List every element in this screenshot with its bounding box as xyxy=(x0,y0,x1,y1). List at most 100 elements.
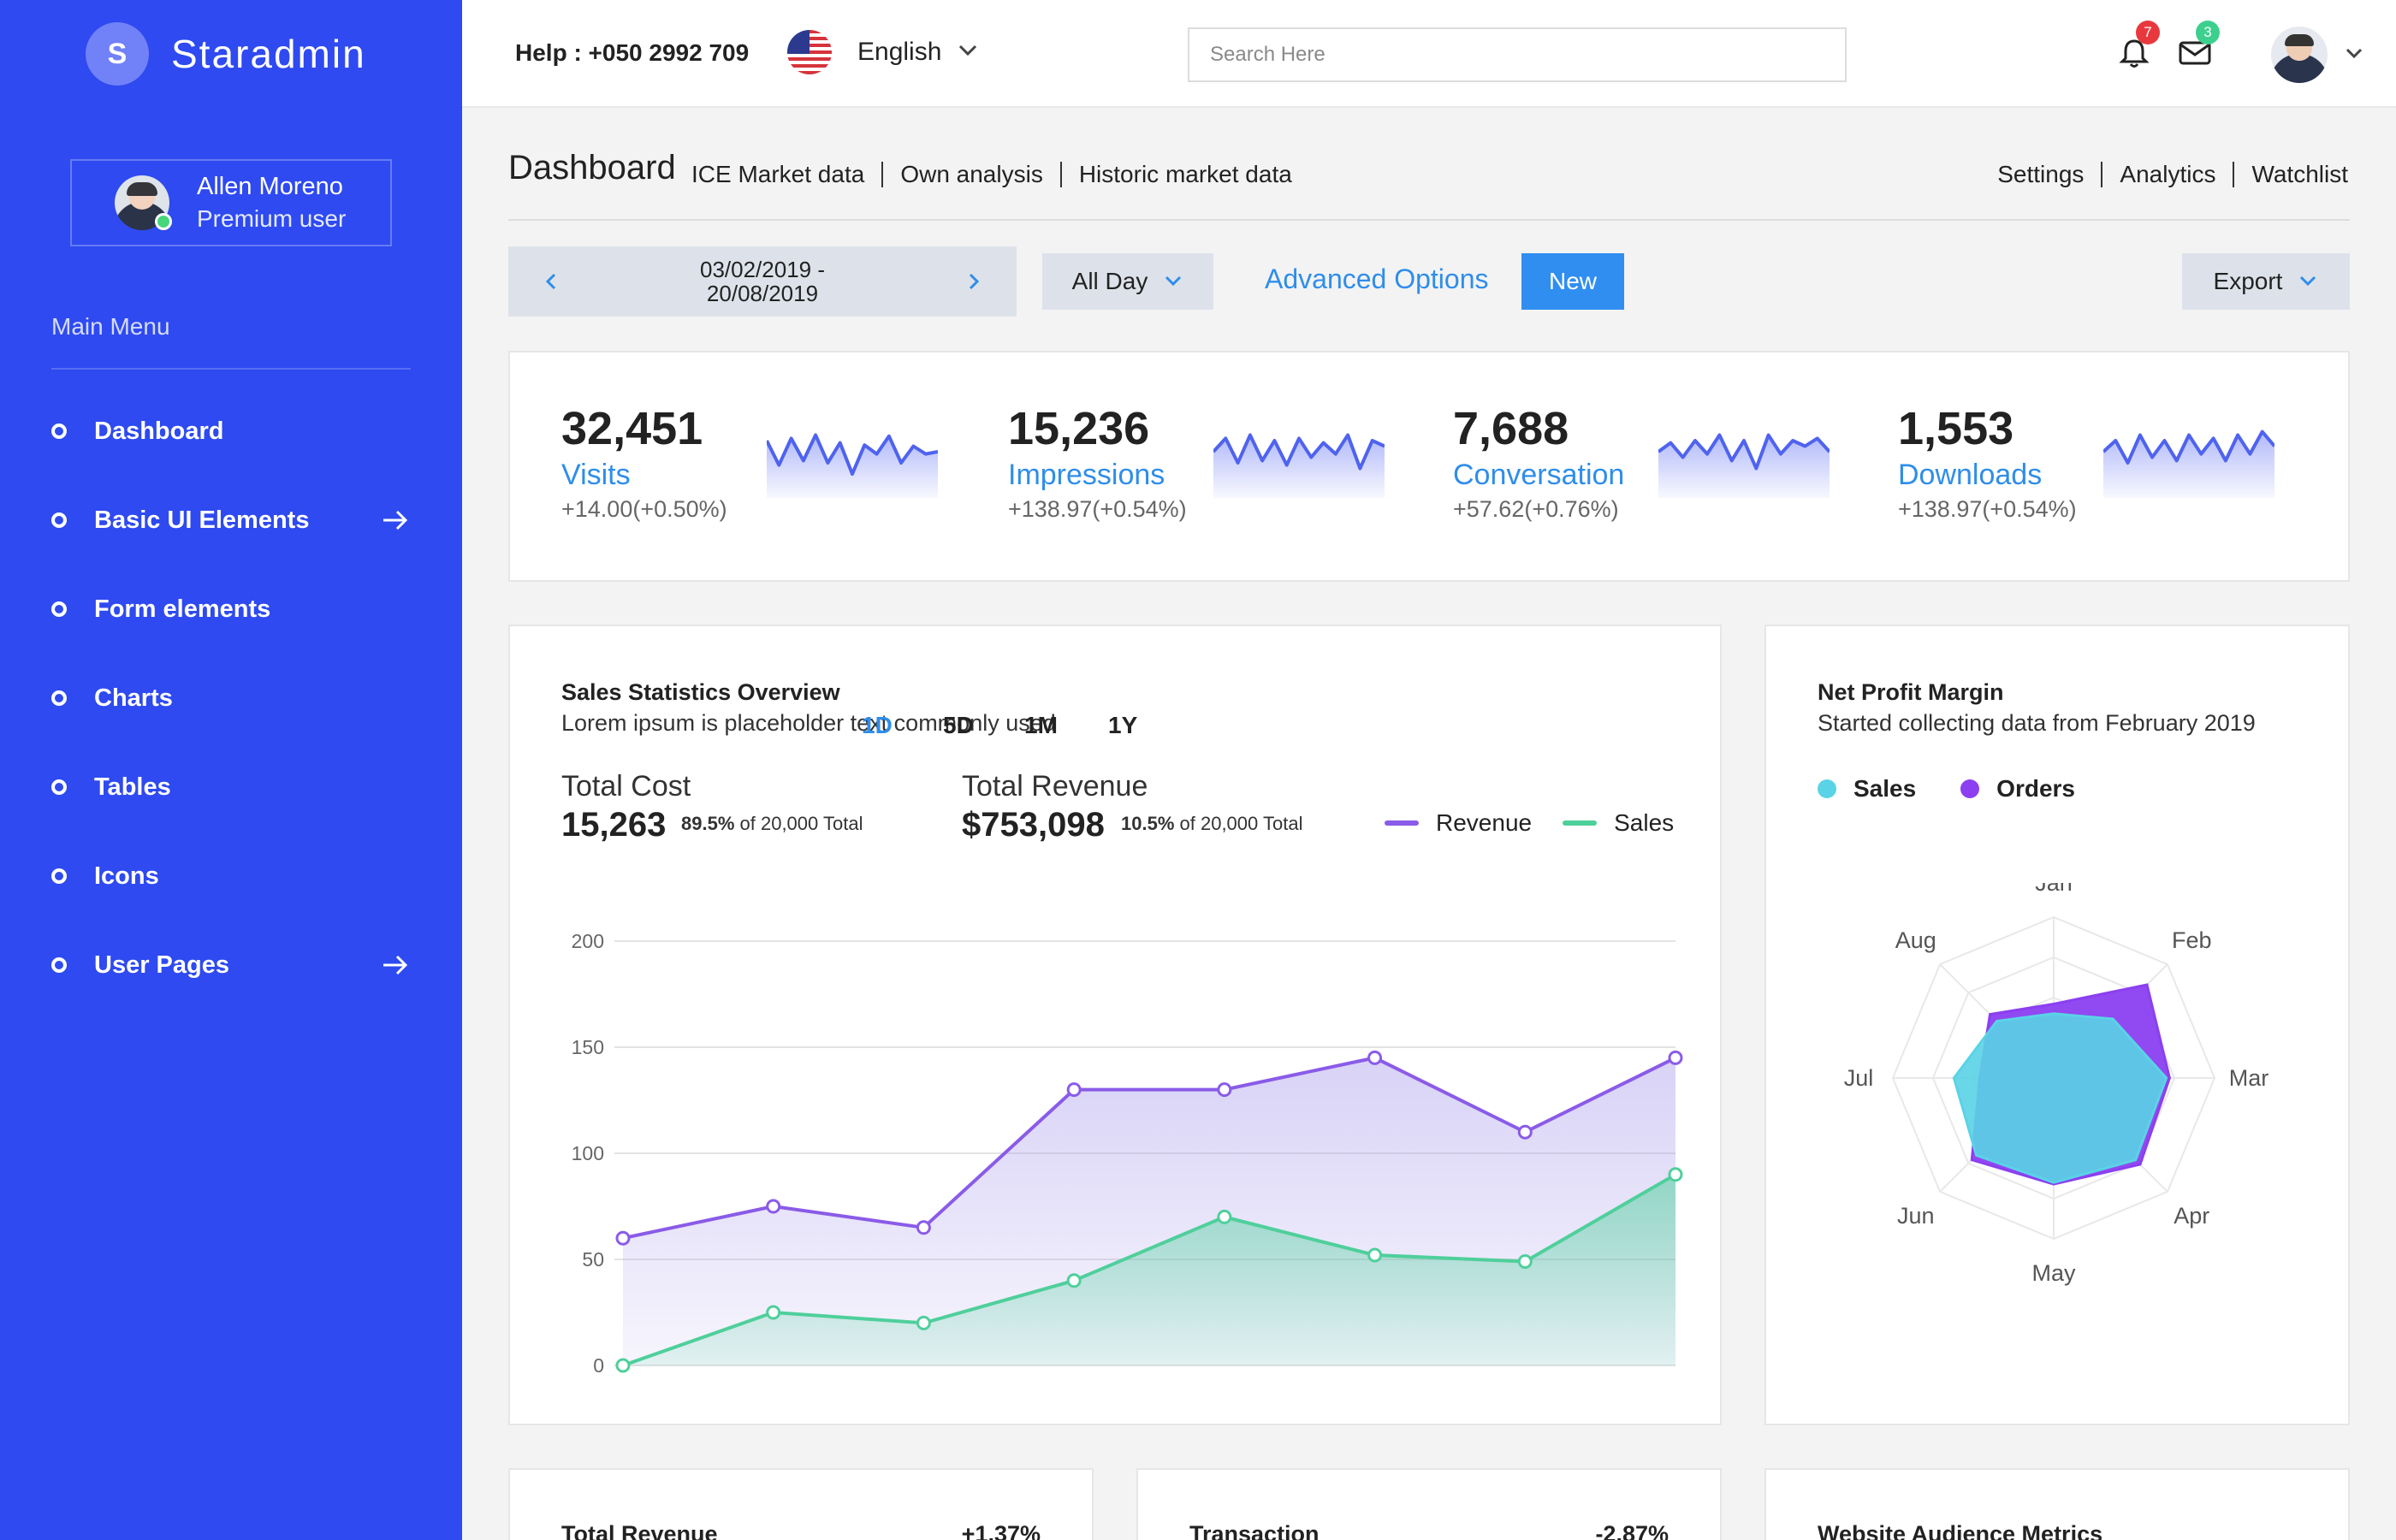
divider xyxy=(508,219,2350,221)
sidebar-item-label: User Pages xyxy=(94,951,229,979)
sales-area-chart: 0 50 100 150 200 xyxy=(572,930,1683,1377)
card-change: +1.37% xyxy=(961,1521,1041,1540)
chevron-down-icon[interactable] xyxy=(2345,46,2363,60)
messages-badge: 3 xyxy=(2196,21,2220,44)
data-point-revenue[interactable] xyxy=(1668,1050,1683,1065)
tab-own-analysis[interactable]: Own analysis xyxy=(900,161,1043,187)
sidebar-item-label: Tables xyxy=(94,773,171,801)
export-dropdown[interactable]: Export xyxy=(2182,253,2350,310)
language-select[interactable]: English xyxy=(857,38,942,66)
net-profit-card: Net Profit Margin Started collecting dat… xyxy=(1764,625,2350,1425)
data-point-sales[interactable] xyxy=(1517,1253,1533,1269)
data-point-revenue[interactable] xyxy=(1367,1050,1383,1065)
sidebar-item-user-pages[interactable]: User Pages xyxy=(51,921,411,1010)
tab-historic-market-data[interactable]: Historic market data xyxy=(1078,161,1292,187)
mail-icon xyxy=(2179,41,2211,65)
data-point-sales[interactable] xyxy=(916,1315,931,1330)
menu-divider xyxy=(51,368,411,370)
menu-title: Main Menu xyxy=(51,313,170,340)
data-point-sales[interactable] xyxy=(1066,1273,1082,1288)
separator xyxy=(1059,162,1062,187)
sidebar: S Staradmin Allen Moreno Premium user Ma… xyxy=(0,0,462,1540)
chevron-left-icon[interactable] xyxy=(543,270,560,293)
data-point-sales[interactable] xyxy=(615,1358,631,1373)
data-point-sales[interactable] xyxy=(766,1305,781,1320)
link-settings[interactable]: Settings xyxy=(1997,161,2085,187)
search-input[interactable] xyxy=(1188,27,1847,82)
link-watchlist[interactable]: Watchlist xyxy=(2251,161,2348,187)
legend-revenue-swatch xyxy=(1385,820,1419,826)
total-revenue-label: Total Revenue xyxy=(962,770,1148,803)
period-dropdown[interactable]: All Day xyxy=(1042,253,1213,310)
data-point-revenue[interactable] xyxy=(766,1199,781,1214)
series-area-sales xyxy=(623,1174,1675,1365)
audience-metrics-card: Website Audience Metrics xyxy=(1764,1468,2350,1540)
us-flag-icon[interactable] xyxy=(787,30,832,74)
new-button[interactable]: New xyxy=(1521,253,1624,310)
radar-axis-label: Aug xyxy=(1895,927,1936,953)
radar-axis-label: Feb xyxy=(2172,927,2212,953)
card-title: Website Audience Metrics xyxy=(1818,1521,2103,1540)
radar-axis-label: Jan xyxy=(2035,883,2073,896)
range-1m-button[interactable]: 1M xyxy=(1024,712,1058,738)
sidebar-item-tables[interactable]: Tables xyxy=(51,743,411,832)
data-point-revenue[interactable] xyxy=(1066,1082,1082,1098)
sparkline-chart xyxy=(2103,429,2274,498)
separator xyxy=(2233,162,2235,187)
brand[interactable]: S Staradmin xyxy=(86,22,366,86)
legend-sales-label: Sales xyxy=(1614,809,1675,836)
radar-axis-label: Jun xyxy=(1897,1203,1935,1229)
card-title: Net Profit Margin xyxy=(1818,679,2004,705)
help-phone: Help : +050 2992 709 xyxy=(515,39,750,66)
card-subtitle: Started collecting data from February 20… xyxy=(1818,710,2256,736)
legend-sales-dot xyxy=(1818,779,1836,798)
data-point-revenue[interactable] xyxy=(615,1230,631,1246)
circle-icon xyxy=(51,957,67,973)
data-point-revenue[interactable] xyxy=(1517,1124,1533,1140)
total-revenue-of: of 20,000 Total xyxy=(1179,813,1303,834)
total-cost-value: 15,263 xyxy=(561,806,667,844)
total-revenue-card: Total Revenue +1.37% xyxy=(508,1468,1094,1540)
card-title: Sales Statistics Overview xyxy=(561,679,840,705)
chevron-right-icon[interactable] xyxy=(965,270,982,293)
header-right-links: Settings Analytics Watchlist xyxy=(1997,161,2348,188)
sidebar-item-icons[interactable]: Icons xyxy=(51,832,411,921)
notifications-button[interactable]: 7 xyxy=(2115,21,2160,72)
notifications-badge: 7 xyxy=(2136,21,2160,44)
brand-name: Staradmin xyxy=(171,32,366,76)
sidebar-item-label: Basic UI Elements xyxy=(94,506,310,534)
online-status-dot xyxy=(155,213,172,230)
profile-avatar[interactable] xyxy=(2271,27,2328,83)
circle-icon xyxy=(51,512,67,528)
y-tick-label: 100 xyxy=(572,1142,604,1164)
data-point-revenue[interactable] xyxy=(916,1220,931,1235)
range-5d-button[interactable]: 5D xyxy=(943,712,974,738)
circle-icon xyxy=(51,424,67,439)
data-point-sales[interactable] xyxy=(1217,1209,1232,1224)
sidebar-item-basic-ui-elements[interactable]: Basic UI Elements xyxy=(51,476,411,565)
data-point-revenue[interactable] xyxy=(1217,1082,1232,1098)
data-point-sales[interactable] xyxy=(1367,1247,1383,1263)
date-range-text[interactable]: 03/02/2019 - 20/08/2019 xyxy=(700,258,825,305)
advanced-options-link[interactable]: Advanced Options xyxy=(1265,264,1489,294)
stat-change: +14.00(+0.50%) xyxy=(561,496,727,522)
card-subtitle: Lorem ipsum is placeholder text commonly… xyxy=(561,710,1056,736)
y-tick-label: 0 xyxy=(593,1354,604,1377)
chevron-down-icon xyxy=(2300,275,2316,287)
radar-axis-label: May xyxy=(2031,1260,2076,1286)
user-role: Premium user xyxy=(197,205,347,232)
stat-label: Impressions xyxy=(1008,459,1165,491)
sidebar-item-form-elements[interactable]: Form elements xyxy=(51,565,411,654)
range-1y-button[interactable]: 1Y xyxy=(1108,712,1138,738)
circle-icon xyxy=(51,690,67,706)
sidebar-item-charts[interactable]: Charts xyxy=(51,654,411,743)
link-analytics[interactable]: Analytics xyxy=(2120,161,2216,187)
range-1d-button[interactable]: 1D xyxy=(862,712,893,738)
y-tick-label: 200 xyxy=(572,930,604,952)
data-point-sales[interactable] xyxy=(1668,1167,1683,1182)
user-profile-card[interactable]: Allen Moreno Premium user xyxy=(70,159,392,246)
messages-button[interactable]: 3 xyxy=(2177,21,2220,74)
chevron-down-icon[interactable] xyxy=(957,43,979,58)
sidebar-item-dashboard[interactable]: Dashboard xyxy=(51,387,411,476)
tab-ice-market-data[interactable]: ICE Market data xyxy=(691,161,865,187)
